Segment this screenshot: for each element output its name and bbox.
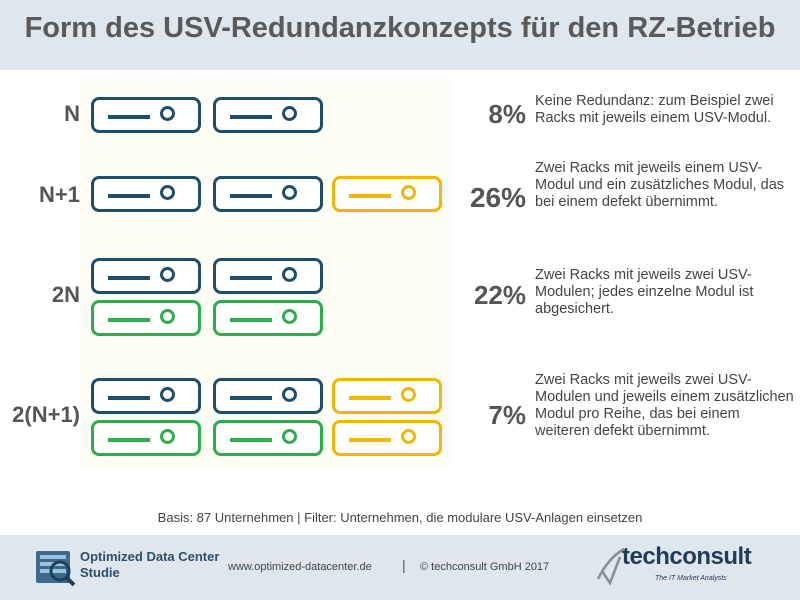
extra-module-icon	[332, 420, 442, 456]
basis-note: Basis: 87 Unternehmen | Filter: Unterneh…	[157, 510, 643, 525]
category-label-n-plus-1: N+1	[39, 182, 80, 207]
rack-module-icon	[91, 97, 201, 133]
footer-separator: |	[402, 557, 406, 573]
category-label-2n: 2N	[51, 282, 80, 307]
brand-name: Optimized Data Center Studie	[80, 549, 220, 580]
company-name: techconsult	[622, 543, 752, 570]
value-label-n: 8%	[488, 99, 526, 129]
footer: Optimized Data Center Studie www.optimiz…	[0, 535, 800, 600]
description-2-n-plus-1: Zwei Racks mit jeweils zwei USV-Modulen …	[535, 372, 794, 439]
copyright: © techconsult GmbH 2017	[420, 561, 550, 573]
page-title: Form des USV-Redundanzkonzepts für den R…	[24, 12, 776, 44]
redundant-module-icon	[213, 420, 323, 456]
category-label-n: N	[64, 101, 80, 126]
techconsult-swoosh-icon	[596, 547, 625, 586]
rack-module-icon	[213, 258, 323, 294]
value-label-2-n-plus-1: 7%	[488, 400, 526, 430]
website-link[interactable]: www.optimized-datacenter.de	[228, 561, 372, 573]
redundant-module-icon	[91, 420, 201, 456]
redundant-module-icon	[91, 300, 201, 336]
rack-module-icon	[213, 176, 323, 212]
rack-module-icon	[91, 258, 201, 294]
value-label-n-plus-1: 26%	[469, 182, 526, 213]
rack-module-icon	[91, 176, 201, 212]
description-n: Keine Redundanz: zum Beispiel zwei Racks…	[535, 93, 774, 126]
description-n-plus-1: Zwei Racks mit jeweils einem USV-Modul u…	[535, 160, 785, 210]
description-2n: Zwei Racks mit jeweils zwei USV-Modulen;…	[535, 267, 754, 317]
category-label-2-n-plus-1: 2(N+1)	[12, 402, 80, 427]
redundant-module-icon	[213, 300, 323, 336]
rack-module-icon	[213, 97, 323, 133]
value-label-2n: 22%	[473, 280, 526, 310]
rack-module-icon	[91, 378, 201, 414]
title-bar: Form des USV-Redundanzkonzepts für den R…	[0, 0, 800, 70]
data-center-logo-icon	[36, 551, 76, 587]
rack-module-icon	[213, 378, 323, 414]
company-tagline: The IT Market Analysts	[655, 575, 727, 582]
extra-module-icon	[332, 378, 442, 414]
extra-module-icon	[332, 176, 442, 212]
